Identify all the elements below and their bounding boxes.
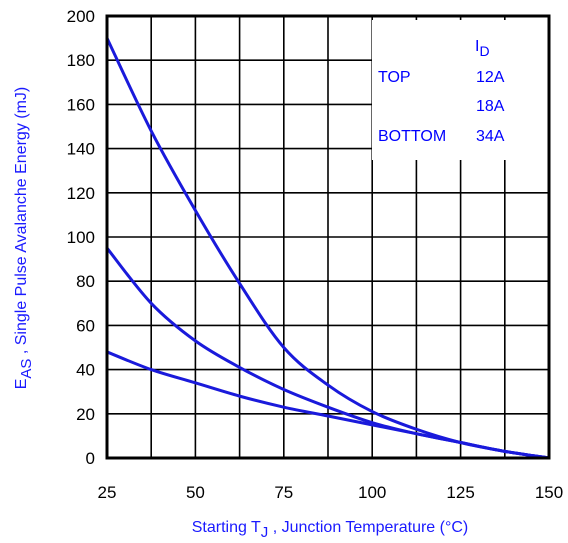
x-tick-label: 150 <box>535 483 563 502</box>
y-tick-labels: 0 20 40 60 80 100 120 140 160 180 200 <box>67 7 95 468</box>
x-axis-label: Starting TJ , Junction Temperature (°C) <box>192 519 469 541</box>
y-tick-label: 120 <box>67 184 95 203</box>
legend-value-12a: 12A <box>476 69 505 86</box>
legend-position-top: TOP <box>378 69 411 86</box>
x-tick-label: 100 <box>358 483 386 502</box>
legend: ID TOP 12A 18A BOTTOM 34A <box>378 38 505 145</box>
legend-value-18a: 18A <box>476 98 505 115</box>
legend-header: ID <box>475 38 490 59</box>
y-tick-label: 100 <box>67 228 95 247</box>
x-tick-label: 125 <box>446 483 474 502</box>
y-tick-label: 160 <box>67 95 95 114</box>
plot-frame <box>105 14 551 460</box>
y-axis-label: EAS , Single Pulse Avalanche Energy (mJ) <box>13 87 35 390</box>
series-lines <box>105 36 551 460</box>
y-tick-label: 60 <box>76 316 95 335</box>
series-line-34a <box>105 350 551 460</box>
y-tick-label: 40 <box>76 361 95 380</box>
y-tick-label: 20 <box>76 405 95 424</box>
y-tick-label: 180 <box>67 51 95 70</box>
x-tick-label: 25 <box>98 483 117 502</box>
legend-background <box>372 20 548 160</box>
x-tick-label: 50 <box>186 483 205 502</box>
legend-value-34a: 34A <box>476 128 505 145</box>
x-tick-labels: 25 50 75 100 125 150 <box>98 483 564 502</box>
x-tick-label: 75 <box>274 483 293 502</box>
y-tick-label: 0 <box>86 449 95 468</box>
y-tick-label: 140 <box>67 140 95 159</box>
y-tick-label: 80 <box>76 272 95 291</box>
y-tick-label: 200 <box>67 7 95 26</box>
legend-position-bottom: BOTTOM <box>378 128 446 145</box>
